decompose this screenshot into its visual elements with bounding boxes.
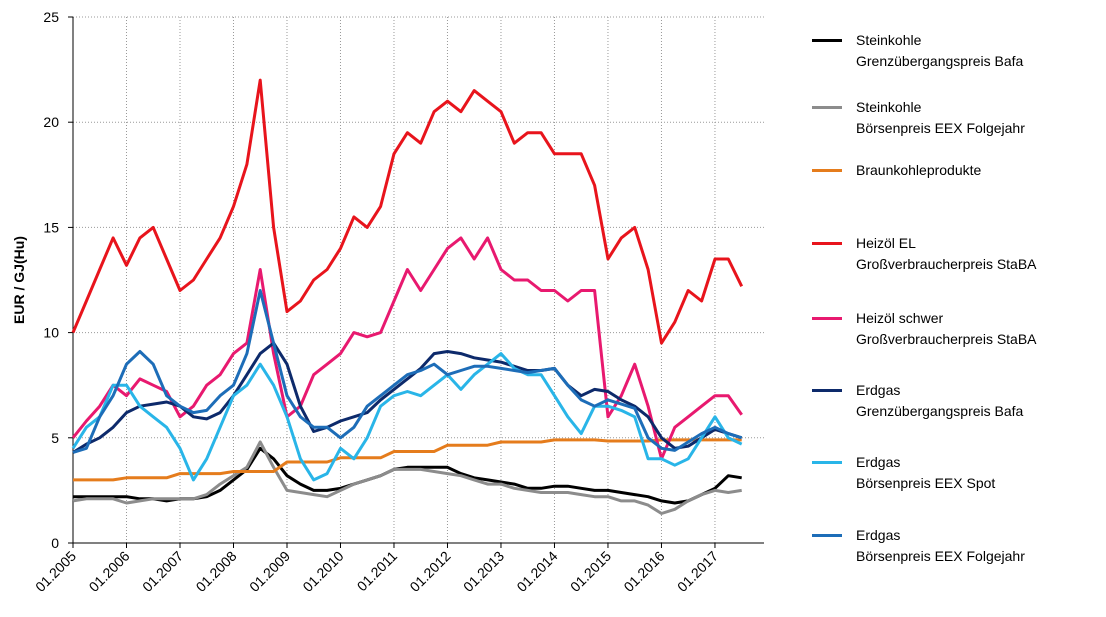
legend-label: Heizöl schwer Großverbraucherpreis StaBA [856, 309, 1037, 347]
legend-swatch [812, 241, 842, 245]
x-tick-label: 01.2009 [246, 548, 293, 595]
series-line [71, 236, 743, 461]
legend-swatch [812, 38, 842, 42]
legend-swatch [812, 316, 842, 320]
x-tick-label: 01.2012 [406, 548, 453, 595]
legend-swatch [812, 460, 842, 464]
x-tick-label: 01.2005 [32, 548, 79, 595]
legend-swatch [812, 105, 842, 109]
legend-label: Braunkohleprodukte [856, 161, 982, 178]
legend-label: Steinkohle Grenzübergangspreis Bafa [856, 31, 1024, 69]
x-tick-label: 01.2008 [193, 548, 240, 595]
x-tick-label: 01.2015 [567, 548, 614, 595]
x-tick-label: 01.2006 [86, 548, 133, 595]
legend-label: Heizöl EL Großverbraucherpreis StaBA [856, 234, 1037, 272]
legend-swatch [812, 168, 842, 172]
x-tick-label: 01.2011 [354, 548, 401, 595]
x-tick-label: 01.2017 [674, 548, 721, 595]
y-tick-label: 10 [43, 325, 59, 341]
series-line [73, 438, 742, 482]
y-tick-label: 25 [43, 9, 59, 25]
y-axis-label: EUR / GJ(Hu) [11, 236, 27, 324]
legend-label: Erdgas Börsenpreis EEX Folgejahr [856, 526, 1025, 564]
x-tick-label: 01.2013 [460, 548, 507, 595]
series-line [71, 78, 744, 345]
legend-label: Erdgas Börsenpreis EEX Spot [856, 453, 996, 491]
y-tick-label: 15 [43, 219, 59, 235]
x-tick-label: 01.2014 [513, 548, 560, 595]
y-tick-label: 0 [51, 535, 59, 551]
legend-label: Steinkohle Börsenpreis EEX Folgejahr [856, 98, 1025, 136]
x-tick-label: 01.2007 [139, 548, 186, 595]
x-tick-label: 01.2010 [300, 548, 347, 595]
y-tick-label: 20 [43, 114, 59, 130]
series-line [72, 440, 742, 515]
legend-label: Erdgas Grenzübergangspreis Bafa [856, 381, 1024, 419]
legend-swatch [812, 388, 842, 392]
legend-swatch [812, 533, 842, 537]
series-line [72, 289, 743, 454]
y-tick-label: 5 [51, 430, 59, 446]
x-tick-label: 01.2016 [620, 548, 667, 595]
series-line [71, 352, 743, 482]
